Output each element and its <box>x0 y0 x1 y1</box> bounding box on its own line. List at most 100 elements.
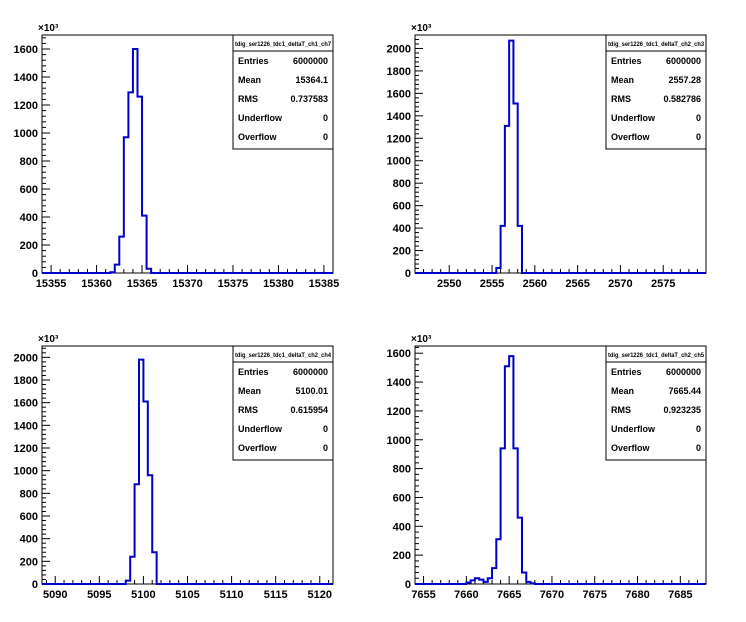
histogram-pad-3: 0 200 400 600 800 1000 1200 1400 1600 1800 2000×10… <box>14 334 334 601</box>
x-tick-label: 7660 <box>454 589 478 601</box>
x-tick-label: 5105 <box>175 589 199 601</box>
y-tick-label: 200 <box>393 246 411 258</box>
stats-value: 0 <box>323 113 328 123</box>
y-tick-label: 1800 <box>387 66 411 78</box>
y-tick-label: 1600 <box>387 88 411 100</box>
stats-label: Mean <box>238 386 261 396</box>
x-tick-label: 15385 <box>309 278 340 290</box>
x-tick-label: 5115 <box>264 589 288 601</box>
y-tick-label: 600 <box>393 492 411 504</box>
y-tick-label: 1200 <box>387 133 411 145</box>
y-tick-label: 0 <box>32 268 38 280</box>
stats-box-frame <box>605 34 707 150</box>
x-tick-label: 15370 <box>172 278 203 290</box>
y-tick-label: 1400 <box>387 377 411 389</box>
stats-label: RMS <box>238 94 258 104</box>
x-tick-label: 5095 <box>87 589 111 601</box>
y-tick-label: 1400 <box>387 111 411 123</box>
y-exponent-label: ×10³ <box>38 334 59 345</box>
y-tick-label: 1600 <box>387 348 411 360</box>
stats-value: 0.923235 <box>663 405 701 415</box>
y-tick-label: 1600 <box>14 398 38 410</box>
y-exponent-label: ×10³ <box>411 23 432 34</box>
y-tick-label: 800 <box>393 178 411 190</box>
y-tick-label: 600 <box>20 184 38 196</box>
stats-value: 5100.01 <box>295 386 328 396</box>
y-exponent-label: ×10³ <box>411 334 432 345</box>
stats-value: 0 <box>696 132 701 142</box>
x-tick-label: 7670 <box>540 589 564 601</box>
x-tick-label: 7665 <box>497 589 521 601</box>
x-tick-label: 5090 <box>43 589 67 601</box>
stats-label: Overflow <box>611 132 651 142</box>
stats-box-frame <box>232 345 334 461</box>
stats-label: Underflow <box>238 113 283 123</box>
stats-label: RMS <box>238 405 258 415</box>
y-tick-label: 1400 <box>14 72 38 84</box>
y-tick-label: 1000 <box>387 435 411 447</box>
stats-label: Underflow <box>238 424 283 434</box>
x-tick-label: 5120 <box>308 589 332 601</box>
stats-value: 0.615954 <box>290 405 328 415</box>
stats-label: Entries <box>238 367 269 377</box>
histogram-pad-4: 0 200 400 600 800 1000 1200 1400 1600×10³ 7655 766… <box>387 334 707 601</box>
stats-value: 7665.44 <box>668 386 701 396</box>
stats-label: Mean <box>611 75 634 85</box>
stats-value: 0 <box>323 443 328 453</box>
x-tick-label: 2575 <box>651 278 675 290</box>
y-tick-label: 1200 <box>14 443 38 455</box>
x-tick-label: 15380 <box>263 278 294 290</box>
y-tick-label: 400 <box>393 223 411 235</box>
y-tick-label: 1400 <box>14 420 38 432</box>
stats-value: 0.737583 <box>290 94 328 104</box>
stats-box-frame <box>605 345 707 461</box>
x-tick-label: 2555 <box>480 278 504 290</box>
histogram-pad-1: 0 200 400 600 800 1000 1200 1400 1600×10³ 15355 15… <box>14 23 340 290</box>
stats-box-title: tdig_ser1226_tdc1_deltaT_ch2_ch4 <box>235 352 332 359</box>
stats-box-frame <box>232 34 334 150</box>
stats-label: RMS <box>611 405 631 415</box>
stats-label: Overflow <box>238 132 278 142</box>
y-tick-label: 2000 <box>387 43 411 55</box>
y-tick-label: 800 <box>393 464 411 476</box>
stats-box: tdig_ser1226_tdc1_deltaT_ch1_ch7 Entries 6… <box>232 34 334 150</box>
x-tick-label: 2570 <box>608 278 632 290</box>
y-tick-label: 800 <box>20 488 38 500</box>
histogram-outline <box>415 39 706 274</box>
stats-box: tdig_ser1226_tdc1_deltaT_ch2_ch3 Entries 6… <box>605 34 707 150</box>
y-tick-label: 600 <box>20 511 38 523</box>
x-tick-label: 2550 <box>437 278 461 290</box>
stats-label: Mean <box>611 386 634 396</box>
x-tick-label: 15355 <box>36 278 67 290</box>
y-tick-label: 1000 <box>387 156 411 168</box>
y-exponent-label: ×10³ <box>38 23 59 34</box>
y-tick-label: 200 <box>20 556 38 568</box>
y-tick-label: 1600 <box>14 44 38 56</box>
histogram-outline <box>42 48 333 274</box>
stats-label: Underflow <box>611 113 656 123</box>
stats-value: 0 <box>323 132 328 142</box>
y-tick-label: 1200 <box>14 100 38 112</box>
stats-label: Mean <box>238 75 261 85</box>
y-tick-label: 0 <box>405 579 411 591</box>
histogram-outline <box>415 355 706 585</box>
x-tick-label: 15375 <box>218 278 249 290</box>
y-tick-label: 1000 <box>14 466 38 478</box>
x-tick-label: 5110 <box>220 589 244 601</box>
x-tick-label: 15365 <box>127 278 158 290</box>
y-tick-label: 2000 <box>14 352 38 364</box>
stats-label: Overflow <box>238 443 278 453</box>
stats-value: 0 <box>323 424 328 434</box>
y-tick-label: 800 <box>20 156 38 168</box>
stats-label: RMS <box>611 94 631 104</box>
y-tick-label: 400 <box>393 521 411 533</box>
stats-box: tdig_ser1226_tdc1_deltaT_ch2_ch4 Entries 6… <box>232 345 334 461</box>
stats-value: 15364.1 <box>295 75 328 85</box>
y-tick-label: 400 <box>20 534 38 546</box>
stats-label: Entries <box>611 56 642 66</box>
x-tick-label: 7675 <box>582 589 606 601</box>
y-tick-label: 600 <box>393 201 411 213</box>
stats-box-title: tdig_ser1226_tdc1_deltaT_ch1_ch7 <box>235 41 332 48</box>
stats-label: Underflow <box>611 424 656 434</box>
stats-value: 0 <box>696 443 701 453</box>
